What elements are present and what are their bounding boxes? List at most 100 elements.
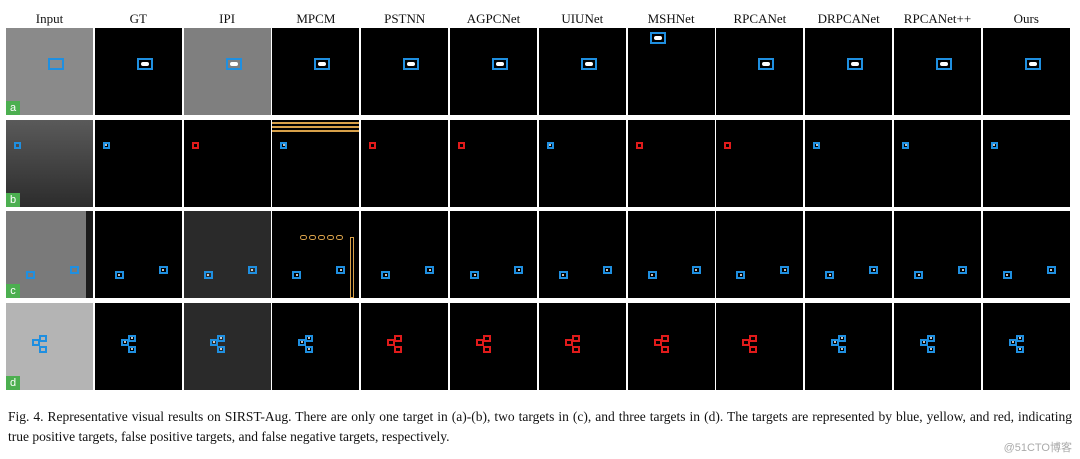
target-blob <box>762 62 771 66</box>
true-positive-box <box>649 32 666 44</box>
result-cell-a-pstnn <box>361 28 449 115</box>
target-blob <box>1050 269 1053 271</box>
target-blob <box>549 144 552 146</box>
target-blob <box>301 341 304 343</box>
false-negative-box <box>571 334 580 342</box>
true-positive-box <box>936 58 952 70</box>
target-blob <box>1018 348 1021 350</box>
result-cell-b-ours <box>982 119 1070 207</box>
result-cell-a-uiunet <box>538 28 626 115</box>
target-blob <box>496 62 504 66</box>
result-cell-b-pstnn <box>361 119 449 207</box>
true-positive-box <box>831 338 840 346</box>
result-cell-b-agpcnet <box>450 119 537 207</box>
column-header-input: Input <box>35 11 64 26</box>
target-blob <box>130 348 133 350</box>
true-positive-box <box>847 58 864 70</box>
false-positive-blob <box>300 235 308 240</box>
target-blob <box>1011 341 1014 343</box>
result-cell-d-input: d <box>6 302 93 390</box>
result-cell-c-mpcm <box>272 211 360 298</box>
result-cell-a-rpcanetplusplus <box>894 28 981 115</box>
target-blob <box>162 269 165 271</box>
result-cell-c-rpcanetplusplus <box>894 211 981 298</box>
true-positive-box <box>136 58 153 70</box>
target-blob <box>308 348 311 350</box>
target-blob <box>517 269 520 271</box>
true-positive-box <box>580 58 597 70</box>
target-blob <box>606 269 609 271</box>
target-blob <box>384 274 387 276</box>
target-blob <box>212 341 215 343</box>
true-positive-box <box>1046 266 1056 274</box>
target-blob <box>815 144 818 146</box>
row-label-b: b <box>6 192 20 207</box>
true-positive-box <box>225 58 242 70</box>
true-positive-box <box>990 141 998 149</box>
figure-caption: Fig. 4. Representative visual results on… <box>8 409 1072 444</box>
result-cell-d-ipi <box>183 302 271 390</box>
true-positive-box <box>838 345 847 353</box>
column-header-rpcanet: RPCANet <box>733 11 787 26</box>
false-negative-box <box>742 338 751 346</box>
true-positive-box <box>1015 334 1024 342</box>
target-blob <box>130 337 133 339</box>
false-negative-box <box>191 141 199 149</box>
result-cell-d-rpcanetplusplus <box>894 302 981 390</box>
true-positive-box <box>914 271 923 279</box>
true-positive-box <box>691 266 701 274</box>
true-positive-box <box>305 334 314 342</box>
true-positive-box <box>1024 58 1041 70</box>
result-cell-b-rpcanetplusplus <box>894 119 981 207</box>
true-positive-box <box>514 266 523 274</box>
true-positive-box <box>958 266 967 274</box>
true-positive-box <box>216 345 225 353</box>
true-positive-box <box>920 338 928 346</box>
column-header-ours: Ours <box>1013 11 1039 26</box>
column-header-gt: GT <box>129 11 147 26</box>
true-positive-box <box>298 338 307 346</box>
result-cell-b-drpcanet <box>805 119 893 207</box>
true-positive-box <box>120 338 129 346</box>
true-positive-box <box>869 266 879 274</box>
result-cell-a-agpcnet <box>450 28 537 115</box>
false-negative-box <box>394 345 403 353</box>
target-blob <box>140 62 149 66</box>
true-positive-box <box>102 141 110 149</box>
true-positive-box <box>558 271 568 279</box>
target-blob <box>917 274 920 276</box>
false-negative-box <box>458 141 465 149</box>
target-blob <box>118 274 121 276</box>
target-blob <box>1006 274 1009 276</box>
true-positive-box <box>403 58 420 70</box>
true-positive-box <box>127 334 136 342</box>
target-blob <box>930 348 932 350</box>
target-blob <box>851 62 860 66</box>
target-blob <box>961 269 964 271</box>
column-header-agpcnet: AGPCNet <box>466 11 521 26</box>
target-blob <box>207 274 210 276</box>
target-blob <box>295 274 298 276</box>
true-positive-box <box>209 338 218 346</box>
false-negative-box <box>483 334 491 342</box>
true-positive-box <box>647 271 657 279</box>
result-cell-a-drpcanet <box>805 28 893 115</box>
result-cell-b-mshnet <box>627 119 715 207</box>
result-cell-b-uiunet <box>538 119 626 207</box>
true-positive-box <box>825 271 835 279</box>
true-positive-box <box>758 58 775 70</box>
target-blob <box>229 62 238 66</box>
true-positive-box <box>32 338 40 346</box>
result-cell-c-pstnn <box>361 211 449 298</box>
true-positive-box <box>470 271 479 279</box>
target-blob <box>904 144 907 146</box>
true-positive-box <box>425 266 435 274</box>
column-header-rpcanetplusplus: RPCANet++ <box>903 11 972 26</box>
result-cell-a-gt <box>94 28 182 115</box>
target-blob <box>219 337 222 339</box>
result-cell-d-rpcanet <box>716 302 804 390</box>
false-positive-streak <box>272 121 360 124</box>
target-blob <box>930 337 932 339</box>
true-positive-box <box>280 141 288 149</box>
